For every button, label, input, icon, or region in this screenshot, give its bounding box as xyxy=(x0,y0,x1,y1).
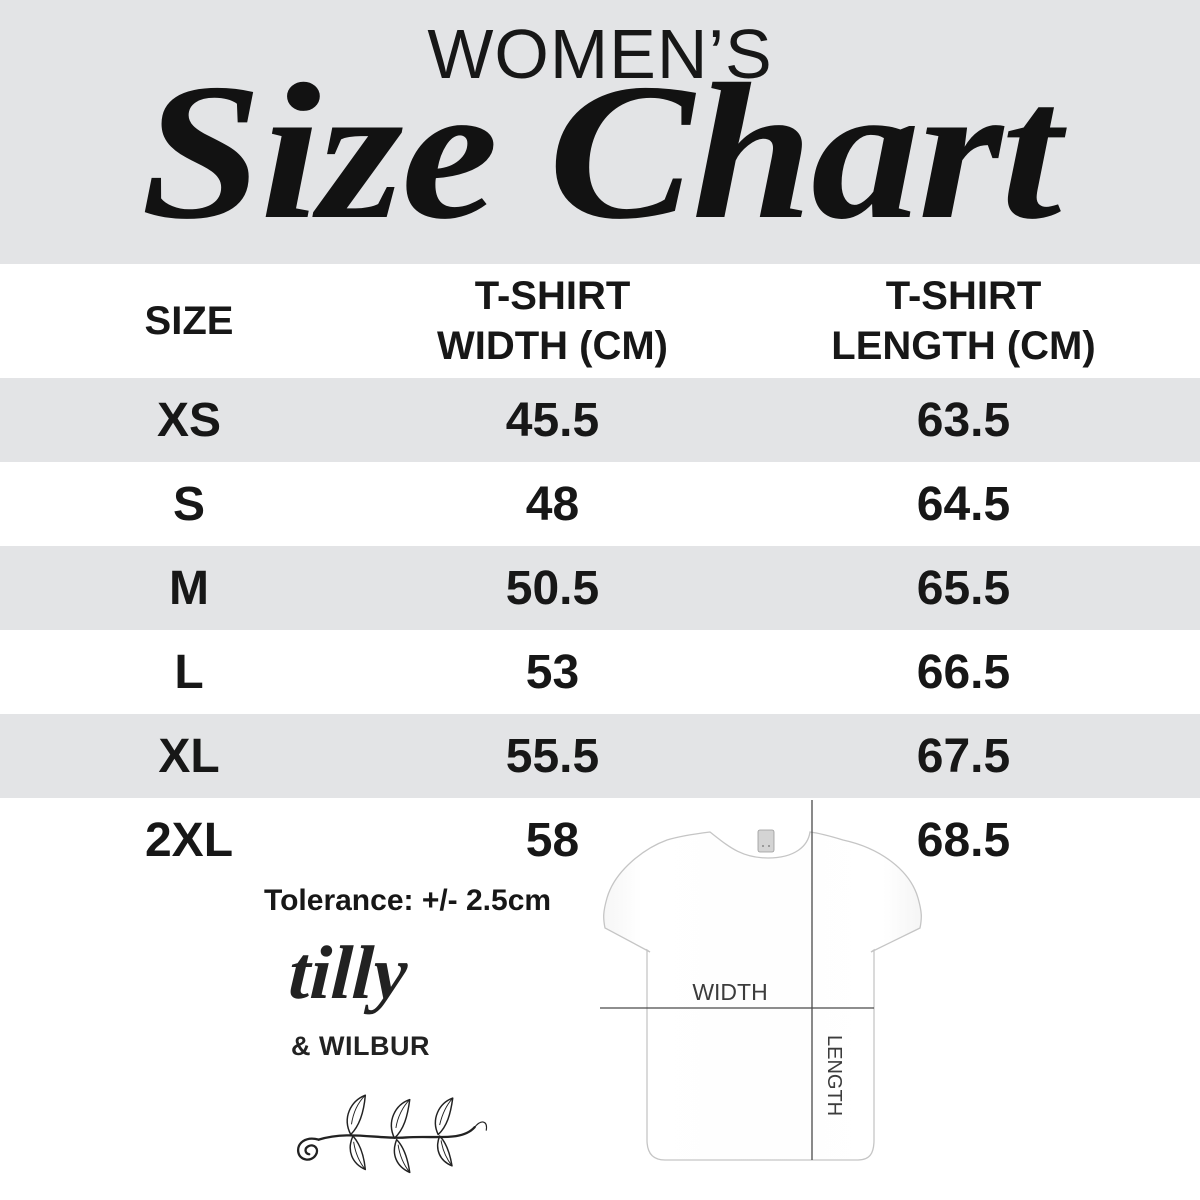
svg-text:LENGTH: LENGTH xyxy=(823,1035,845,1116)
svg-text:WIDTH: WIDTH xyxy=(692,979,767,1005)
